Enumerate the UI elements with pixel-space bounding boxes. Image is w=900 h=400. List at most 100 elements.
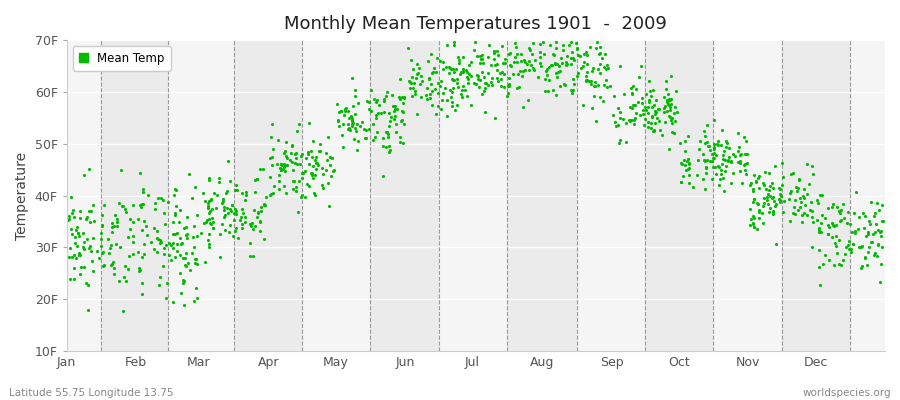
Point [67, 207, 81, 213]
Point [68, 240, 82, 246]
Point [316, 185, 330, 191]
Point [290, 128, 304, 134]
Point [575, 102, 590, 108]
Point [766, 209, 780, 216]
Point [705, 176, 719, 182]
Point [711, 142, 725, 148]
Point [310, 160, 324, 166]
Point [717, 157, 732, 163]
Point [269, 161, 284, 167]
Point [272, 186, 286, 192]
Point [229, 182, 243, 188]
Point [222, 178, 237, 184]
Point [362, 106, 376, 113]
Point [122, 252, 136, 259]
Point [666, 110, 680, 116]
Point [579, 72, 593, 79]
Point [478, 80, 492, 86]
Point [638, 104, 652, 110]
Point [843, 221, 858, 227]
Bar [136, 40, 167, 351]
Point [716, 152, 730, 158]
Point [871, 242, 886, 248]
Point [824, 234, 839, 240]
Point [294, 170, 309, 176]
Point [673, 178, 688, 185]
Point [663, 72, 678, 79]
Point [734, 151, 748, 157]
Point [718, 168, 733, 174]
Point [559, 61, 573, 68]
Point [309, 160, 323, 166]
Point [511, 84, 526, 91]
Point [280, 162, 294, 169]
Point [97, 262, 112, 268]
Point [154, 239, 168, 246]
Point [531, 35, 545, 42]
Point [644, 114, 659, 120]
Point [485, 74, 500, 81]
Point [226, 233, 240, 239]
Point [832, 237, 846, 243]
Point [266, 146, 281, 152]
Point [444, 93, 458, 100]
Point [821, 221, 835, 228]
Point [179, 232, 194, 239]
Point [302, 183, 316, 190]
Point [65, 254, 79, 261]
Point [334, 108, 348, 114]
Point [156, 197, 170, 204]
Bar [67, 40, 102, 351]
Bar [577, 40, 611, 351]
Point [875, 218, 889, 224]
Point [132, 267, 147, 273]
Point [437, 85, 452, 91]
Point [89, 248, 104, 254]
Point [119, 278, 133, 284]
Point [322, 203, 337, 209]
Point [601, 65, 616, 72]
Point [179, 262, 194, 269]
Point [428, 64, 442, 71]
Point [455, 66, 470, 72]
Legend: Mean Temp: Mean Temp [73, 46, 171, 71]
Point [660, 97, 674, 104]
Point [580, 77, 594, 83]
Point [133, 202, 148, 208]
Point [757, 200, 771, 206]
Point [736, 134, 751, 140]
Point [330, 101, 345, 107]
Point [449, 66, 464, 72]
Point [150, 236, 165, 242]
Point [654, 132, 669, 139]
Point [591, 65, 606, 72]
Point [634, 95, 649, 102]
Point [341, 126, 356, 132]
Point [439, 42, 454, 48]
Point [577, 31, 591, 37]
Point [484, 62, 499, 68]
Point [474, 69, 489, 75]
Point [516, 68, 530, 74]
Point [709, 152, 724, 158]
Point [587, 83, 601, 90]
Point [624, 117, 638, 124]
Point [392, 94, 406, 100]
Point [362, 99, 376, 106]
Point [232, 217, 247, 223]
Point [336, 144, 350, 150]
Point [854, 264, 868, 271]
Point [734, 160, 748, 166]
Point [286, 186, 301, 192]
Point [812, 264, 826, 270]
Point [68, 227, 83, 233]
Point [272, 177, 286, 184]
Point [183, 266, 197, 273]
Point [571, 70, 585, 77]
Point [388, 112, 402, 119]
Point [508, 20, 523, 26]
Point [74, 264, 88, 270]
Point [643, 98, 657, 105]
Point [664, 115, 679, 122]
Point [491, 78, 505, 84]
